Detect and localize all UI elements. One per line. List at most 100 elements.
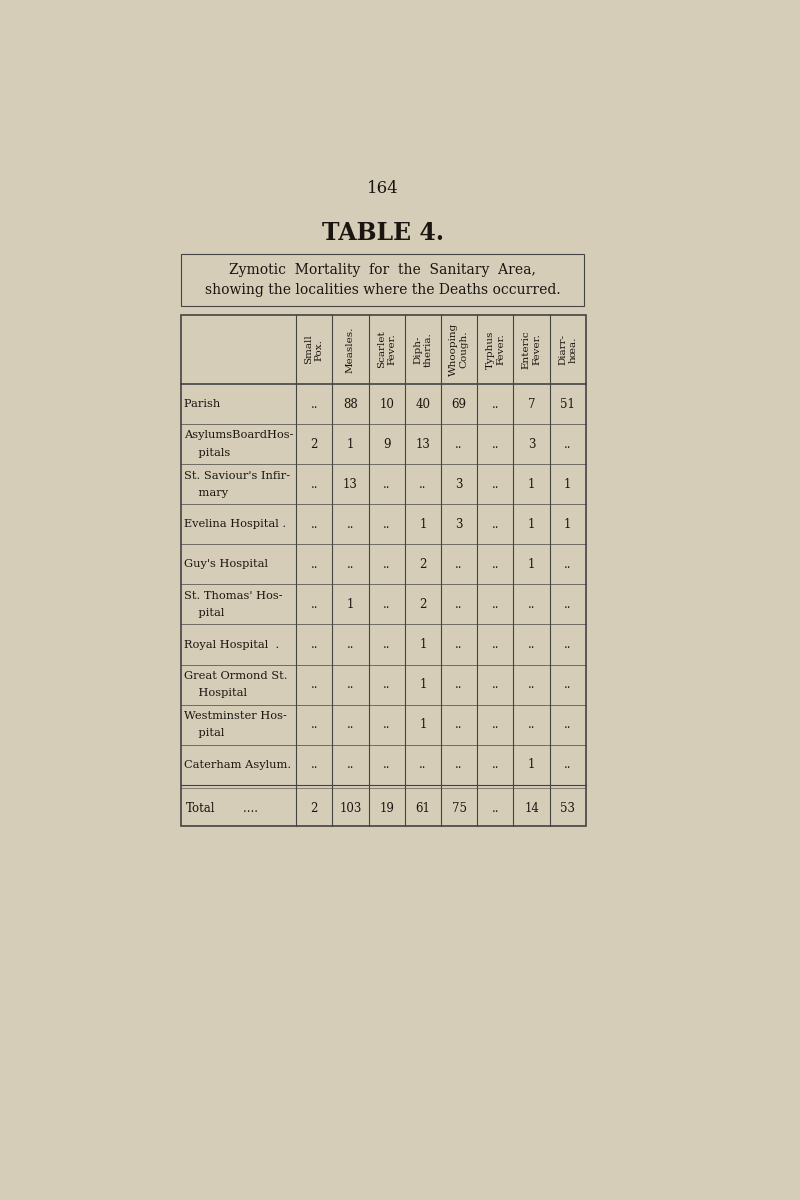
Text: ..: .. [383,718,390,731]
Text: ..: .. [383,678,390,691]
Text: pitals: pitals [185,448,260,458]
Text: ..: .. [310,758,318,772]
Text: 103: 103 [339,803,362,815]
Text: 13: 13 [415,438,430,451]
Text: 1: 1 [419,718,426,731]
Text: ..: .. [346,558,354,571]
Text: ..: .. [310,397,318,410]
Text: 2: 2 [310,438,318,451]
Text: 53: 53 [560,803,575,815]
Text: 2: 2 [419,598,426,611]
Text: ..: .. [310,598,318,611]
Text: ..: .. [491,678,499,691]
Text: Small
Pox.: Small Pox. [305,335,324,365]
Text: ..: .. [310,478,318,491]
Text: ..: .. [491,758,499,772]
Text: Typhus
Fever.: Typhus Fever. [486,330,505,368]
Bar [182,254,584,306]
Text: ..: .. [346,718,354,731]
Text: 1: 1 [564,518,571,530]
Text: 1: 1 [346,598,354,611]
Text: 2: 2 [419,558,426,571]
Text: ..: .. [346,638,354,650]
Text: ..: .. [528,718,535,731]
Text: ..: .. [528,598,535,611]
Text: ..: .. [383,478,390,491]
Text: ..: .. [383,598,390,611]
Text: 13: 13 [343,478,358,491]
Text: ..: .. [455,718,463,731]
Text: 1: 1 [419,678,426,691]
Text: 51: 51 [560,397,575,410]
Text: ..: .. [346,518,354,530]
Text: ..: .. [491,438,499,451]
Text: 1: 1 [419,518,426,530]
Text: Hospital: Hospital [185,689,266,698]
Text: Caterham Asylum.: Caterham Asylum. [185,760,292,769]
Text: ..: .. [491,598,499,611]
Text: ..: .. [310,558,318,571]
Text: Total: Total [186,803,215,815]
Text: pital: pital [185,608,254,618]
Text: ..: .. [346,758,354,772]
Text: 9: 9 [383,438,390,451]
Text: 1: 1 [528,518,535,530]
Text: Diph-
theria.: Diph- theria. [413,332,433,367]
Text: ..: .. [310,518,318,530]
Text: 14: 14 [524,803,539,815]
Text: ..: .. [419,478,426,491]
Text: ..: .. [310,718,318,731]
Text: ..: .. [455,598,463,611]
Text: ..: .. [455,638,463,650]
Text: 3: 3 [455,478,463,491]
Text: ..: .. [564,678,571,691]
Text: Evelina Hospital .: Evelina Hospital . [185,520,286,529]
Text: ..: .. [491,397,499,410]
Text: pital: pital [185,728,250,738]
Text: 10: 10 [379,397,394,410]
Text: 61: 61 [415,803,430,815]
Text: 1: 1 [346,438,354,451]
Text: ..: .. [383,638,390,650]
Text: 40: 40 [415,397,430,410]
Text: Diarr-
hœa.: Diarr- hœa. [558,334,578,365]
Text: 1: 1 [564,478,571,491]
Text: ..: .. [383,518,390,530]
Text: ..: .. [564,638,571,650]
Text: ..: .. [491,478,499,491]
Text: 3: 3 [528,438,535,451]
Text: ..: .. [419,758,426,772]
Text: Zymotic  Mortality  for  the  Sanitary  Area,: Zymotic Mortality for the Sanitary Area, [230,263,536,277]
Text: mary: mary [185,488,258,498]
Text: ..: .. [455,758,463,772]
Text: ..: .. [455,558,463,571]
Text: ..: .. [528,638,535,650]
Text: Guy's Hospital: Guy's Hospital [185,559,276,570]
Text: ..: .. [455,678,463,691]
Text: St. Saviour's Infir-: St. Saviour's Infir- [185,470,290,480]
Text: ..: .. [564,718,571,731]
Text: Scarlet
Fever.: Scarlet Fever. [377,331,396,368]
Text: ..: .. [564,558,571,571]
Bar [182,314,586,827]
Text: ..: .. [383,558,390,571]
Text: ..: .. [564,438,571,451]
Text: ....: .... [228,803,258,815]
Text: ..: .. [346,678,354,691]
Text: Great Ormond St.: Great Ormond St. [185,671,288,680]
Text: Royal Hospital  .: Royal Hospital . [185,640,280,649]
Text: 69: 69 [452,397,466,410]
Text: ..: .. [310,678,318,691]
Text: AsylumsBoardHos-: AsylumsBoardHos- [185,431,294,440]
Text: Whooping
Cough.: Whooping Cough. [450,323,469,377]
Text: ..: .. [491,638,499,650]
Text: Parish: Parish [185,400,261,409]
Text: ..: .. [491,518,499,530]
Text: ..: .. [564,598,571,611]
Text: 19: 19 [379,803,394,815]
Text: Measles.: Measles. [346,326,355,373]
Text: TABLE 4.: TABLE 4. [322,221,444,245]
Text: St. Thomas' Hos-: St. Thomas' Hos- [185,590,283,601]
Text: 2: 2 [310,803,318,815]
Text: ..: .. [564,758,571,772]
